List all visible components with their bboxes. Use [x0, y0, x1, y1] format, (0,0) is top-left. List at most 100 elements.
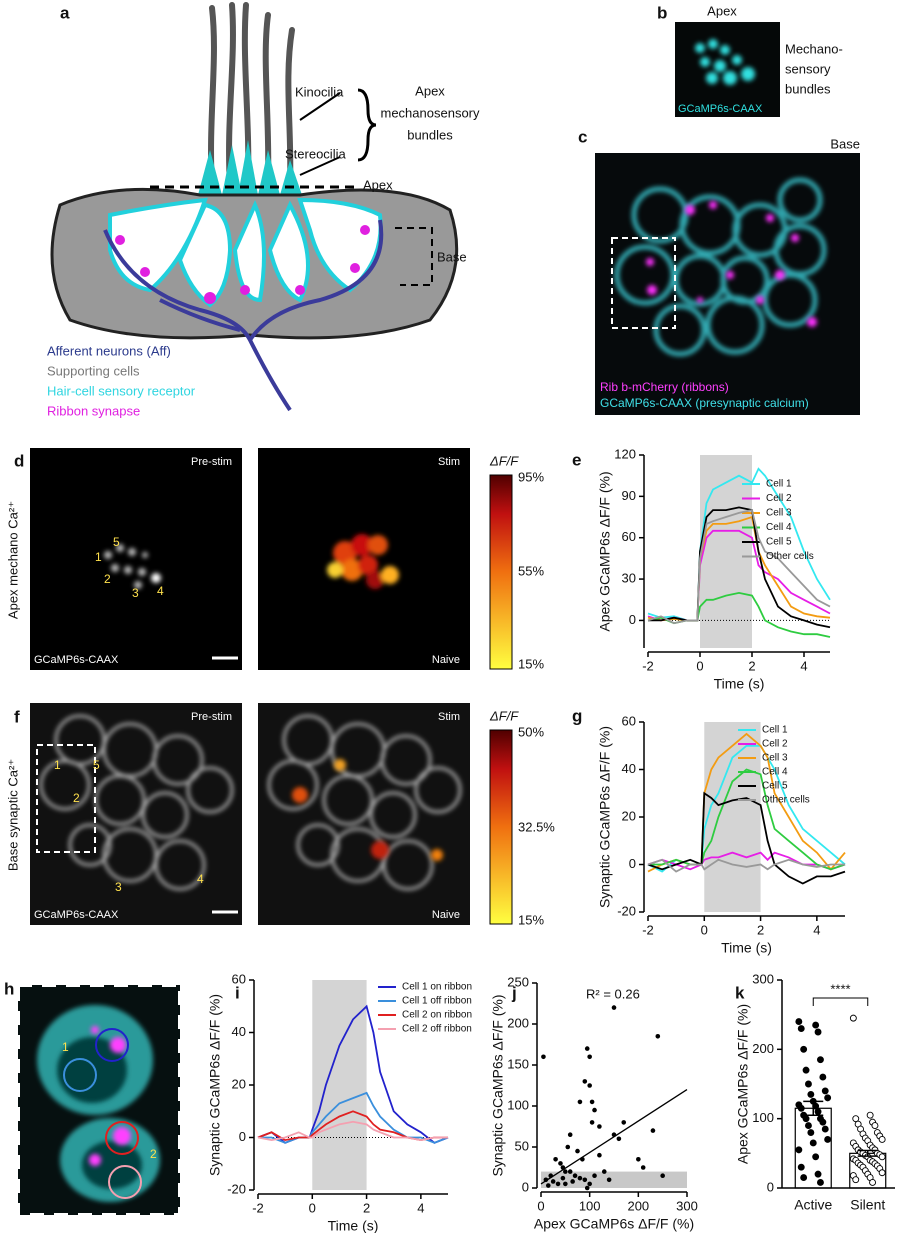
y-tick-label: 0	[629, 856, 636, 871]
data-point	[797, 1163, 805, 1171]
image	[30, 703, 242, 925]
panel-label: b	[657, 3, 667, 22]
data-point	[819, 1073, 827, 1081]
base-bracket	[395, 227, 433, 286]
series-line	[648, 768, 846, 871]
x-axis-label: Time (s)	[714, 676, 765, 692]
y-axis-label: Synaptic GCaMP6s ΔF/F (%)	[207, 994, 223, 1176]
stain-label: GCaMP6s-CAAX	[34, 654, 119, 666]
scatter-point	[541, 1054, 546, 1060]
cell-number: 2	[73, 791, 80, 805]
data-point	[797, 1104, 805, 1112]
stimulus-band	[700, 455, 752, 648]
significance-bracket	[812, 997, 869, 1006]
scatter-point	[606, 1177, 612, 1183]
bundle-spots	[695, 39, 755, 85]
legend-label: Other cells	[762, 795, 810, 806]
cell-number: 4	[157, 584, 164, 598]
scatter-point	[567, 1132, 573, 1137]
error-bar	[803, 1100, 824, 1116]
bundles-label: mechanosensory	[381, 105, 480, 120]
series-line	[647, 858, 845, 873]
cell-number: 3	[132, 586, 139, 600]
panel-label: k	[735, 983, 745, 1002]
x-tick-label: -2	[252, 1200, 264, 1215]
legend-item: Supporting cells	[47, 363, 140, 378]
y-axis-label: Apex GCaMP6s ΔF/F (%)	[735, 1004, 751, 1164]
data-point	[812, 1021, 820, 1029]
afferents	[103, 219, 384, 412]
legend-label: Cell 2	[762, 739, 788, 750]
panel-label: g	[572, 706, 582, 725]
data-point	[878, 1153, 886, 1161]
x-tick-label: 0	[309, 1200, 316, 1215]
panel-label: j	[511, 983, 517, 1002]
x-axis-label: Time (s)	[328, 1218, 379, 1233]
x-tick-label: -2	[642, 922, 654, 937]
apex-label: Apex	[707, 3, 737, 18]
legend-label: Cell 2 on ribbon	[402, 1010, 472, 1021]
scatter-point	[611, 1005, 617, 1010]
data-point	[878, 1136, 886, 1143]
naive-label: Naive	[432, 909, 460, 921]
data-point	[807, 1129, 815, 1136]
stimulus-band	[704, 722, 761, 912]
x-axis-label: Time (s)	[721, 940, 772, 956]
y-tick-label: 120	[614, 446, 636, 461]
bundle-spots	[104, 544, 161, 589]
cell-number: 5	[93, 758, 100, 772]
data-point	[800, 1045, 808, 1053]
data-point	[797, 1025, 805, 1032]
scatter-point	[572, 1173, 578, 1178]
scatter-point	[546, 1183, 551, 1188]
scatter-point	[565, 1144, 571, 1150]
brace	[357, 88, 377, 162]
panel-label: h	[4, 979, 14, 998]
roi-circle	[105, 1121, 139, 1155]
ribbons	[115, 225, 370, 304]
error-bar	[857, 1149, 878, 1157]
x-tick-label: Silent	[850, 1197, 885, 1213]
colorbar-title: ΔF/F	[489, 453, 519, 468]
panel-h: h 1 2	[4, 979, 182, 1217]
scatter-point	[655, 1034, 661, 1039]
panel-label: c	[578, 127, 587, 146]
scatter-point	[636, 1157, 641, 1162]
data-point	[821, 1087, 829, 1095]
y-tick-label: -20	[227, 1181, 246, 1196]
y-tick-label: 150	[507, 1056, 529, 1071]
kinocilia	[208, 2, 295, 188]
panel-c: c Base Rib b-mCherry (ribbons) GCaMP6s-C…	[578, 127, 860, 415]
x-tick-label: 300	[676, 1198, 698, 1213]
y-tick-label: -20	[617, 903, 636, 918]
legend-label: Cell 1	[766, 479, 792, 490]
legend-item: Afferent neurons (Aff)	[47, 343, 171, 358]
y-tick-label: 50	[515, 1138, 529, 1153]
y-axis-label: Synaptic GCaMP6s ΔF/F (%)	[597, 726, 613, 908]
stain-label: Rib b-mCherry (ribbons)	[600, 380, 729, 394]
base-label: Base	[437, 249, 467, 264]
scatter-point	[577, 1175, 583, 1181]
stim-label: Stim	[438, 456, 460, 468]
annotation: R² = 0.26	[586, 986, 640, 1001]
series-line	[647, 509, 831, 625]
panel-label: e	[572, 450, 581, 469]
data-point	[805, 1080, 812, 1088]
scatter-point	[640, 1165, 646, 1170]
data-point	[807, 1090, 815, 1098]
scatter-point	[563, 1181, 568, 1187]
scatter-point	[587, 1083, 592, 1088]
x-tick-label: 0	[696, 658, 703, 673]
roi-circle	[108, 1165, 142, 1199]
heat-spots	[327, 534, 399, 589]
x-tick-label: 2	[748, 658, 755, 673]
legend-label: Cell 5	[762, 781, 788, 792]
y-tick-label: 40	[232, 1024, 246, 1039]
y-tick-label: 250	[507, 974, 529, 989]
data-point	[809, 1139, 817, 1147]
y-axis-label: Synaptic GCaMP6s ΔF/F (%)	[490, 994, 506, 1176]
legend-item: Ribbon synapse	[47, 403, 140, 418]
panel-b: b Apex GCaMP6s-CAAX Mechano- sensory bun…	[657, 3, 843, 117]
scatter-point	[560, 1175, 566, 1181]
legend-label: Cell 4	[766, 522, 792, 533]
